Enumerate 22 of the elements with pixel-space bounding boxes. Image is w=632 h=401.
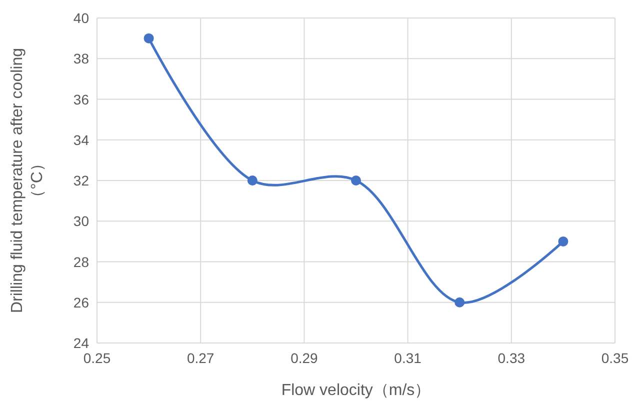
- y-axis-title: Drilling fluid temperature after cooling（°C）: [9, 48, 46, 314]
- x-tick-label: 0.33: [498, 350, 526, 366]
- x-axis-title: Flow velocity（m/s）: [281, 382, 431, 399]
- y-tick-label: 30: [73, 213, 90, 230]
- y-tick-label: 24: [73, 335, 90, 351]
- x-tick-label: 0.29: [290, 350, 318, 366]
- y-tick-label: 34: [73, 132, 90, 148]
- x-tick-label: 0.31: [394, 350, 422, 366]
- point: [144, 33, 154, 44]
- point: [247, 176, 258, 186]
- point: [558, 236, 568, 246]
- y-tick-label: 26: [73, 294, 90, 310]
- y-tick-label: 28: [73, 254, 90, 270]
- y-tick-label: 36: [73, 91, 90, 108]
- x-tick-label: 0.27: [186, 350, 214, 366]
- y-tick-label: 38: [73, 50, 90, 67]
- y-tick-label: 40: [73, 10, 90, 26]
- y-tick-label: 32: [73, 172, 90, 188]
- point: [454, 297, 465, 308]
- x-tick-label: 0.25: [83, 350, 111, 366]
- x-tick-label: 0.35: [601, 350, 629, 366]
- point: [351, 176, 361, 186]
